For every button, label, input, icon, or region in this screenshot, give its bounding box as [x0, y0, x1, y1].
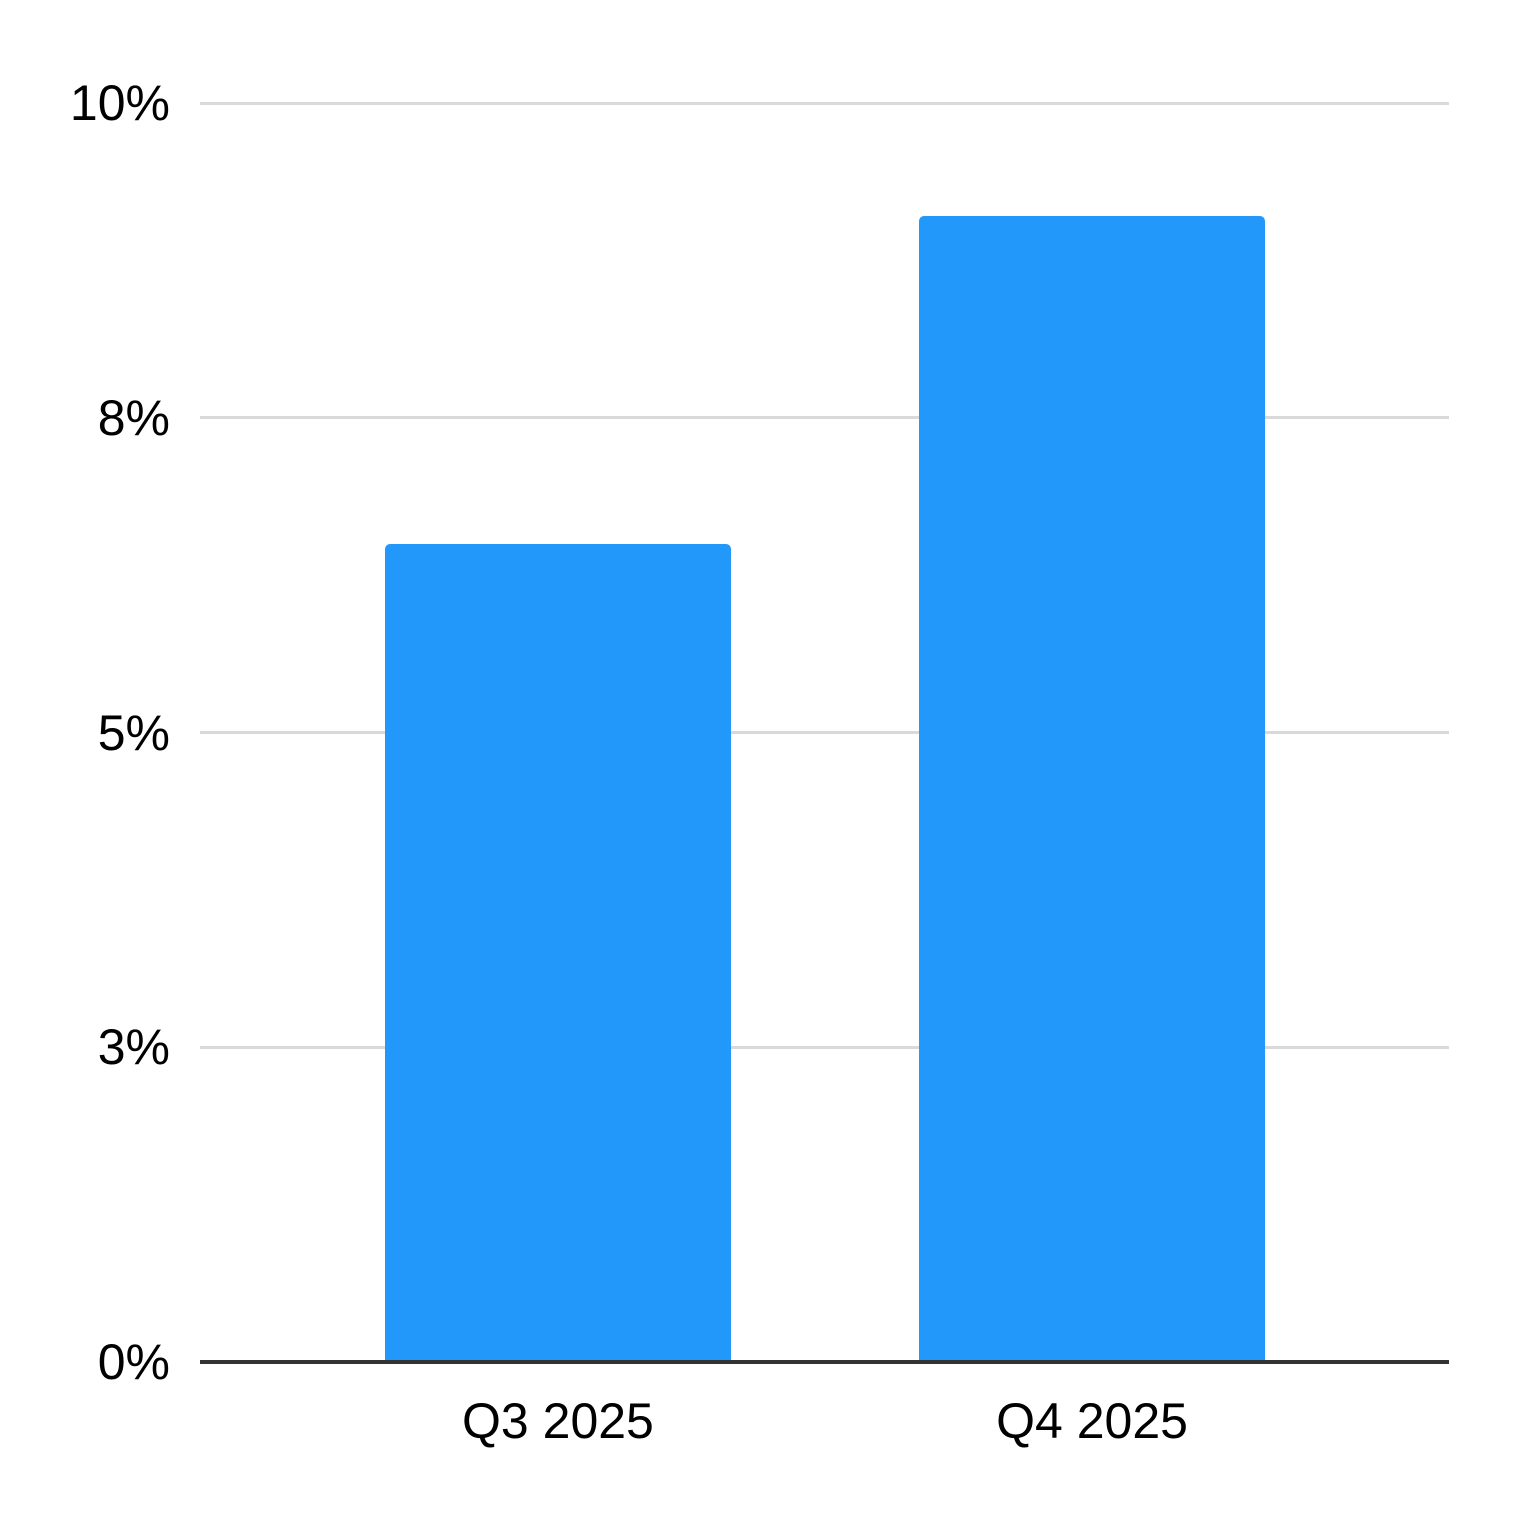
x-tick-label: Q3 2025: [462, 1393, 654, 1449]
gridline: [200, 416, 1449, 420]
gridline: [200, 1045, 1449, 1049]
y-tick-label: 5%: [97, 704, 170, 761]
x-tick-label: Q4 2025: [996, 1393, 1188, 1449]
y-tick-label: 0%: [97, 1334, 170, 1390]
x-axis-line: [200, 1360, 1449, 1364]
gridline: [200, 101, 1449, 105]
y-tick-label: 10%: [69, 75, 170, 131]
bar-q4-2025: [919, 216, 1266, 1362]
y-tick-label: 8%: [97, 389, 170, 446]
gridline: [200, 731, 1449, 734]
y-tick-label: 3%: [97, 1019, 170, 1076]
bar-q3-2025: [384, 543, 731, 1362]
